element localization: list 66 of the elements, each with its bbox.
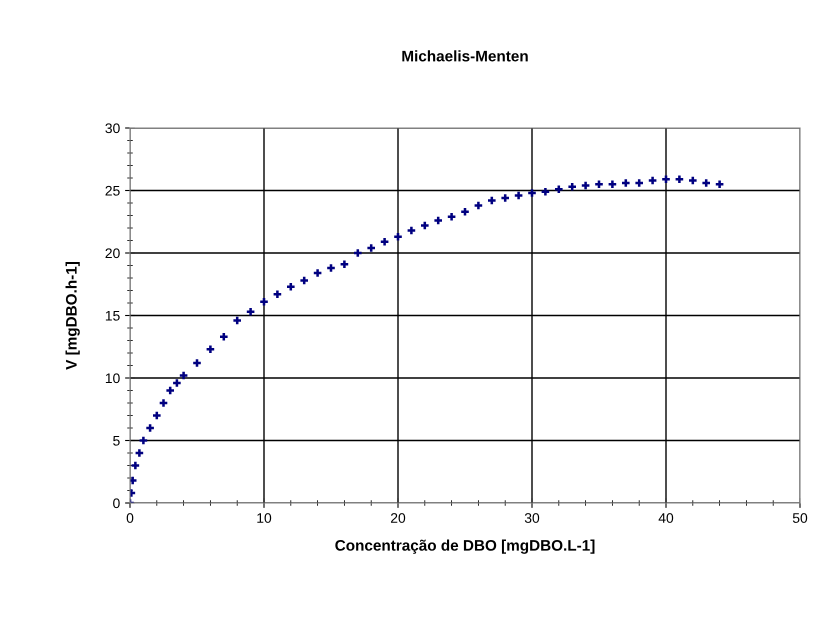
point: [246, 308, 254, 316]
point: [408, 226, 416, 234]
y-tick-label: 30: [105, 123, 120, 134]
chart-title: Michaelis-Menten: [402, 50, 528, 62]
point: [260, 298, 268, 306]
x-tick-label: 50: [792, 513, 808, 523]
point: [367, 244, 376, 252]
x-tick-label: 10: [257, 513, 272, 523]
point: [716, 180, 724, 188]
x-axis-title: Concentração de DBO [mgDBO.L-1]: [335, 540, 594, 554]
y-tick-label: 20: [106, 248, 120, 258]
y-tick-label: 25: [106, 186, 120, 196]
y-tick-label: 15: [106, 310, 120, 321]
point: [130, 476, 136, 484]
point: [420, 222, 429, 230]
x-tick-label: 0: [126, 513, 134, 523]
point: [434, 216, 442, 224]
point: [514, 192, 522, 200]
point: [622, 179, 630, 187]
point: [193, 359, 201, 367]
point: [688, 176, 697, 184]
point: [173, 379, 181, 387]
point: [474, 202, 482, 210]
point: [152, 412, 161, 420]
point: [233, 316, 242, 324]
point: [448, 212, 456, 221]
point: [340, 260, 348, 268]
point: [136, 449, 144, 457]
point: [635, 179, 644, 187]
point: [160, 399, 168, 407]
point: [354, 249, 362, 257]
y-tick-label: 10: [106, 373, 120, 384]
point: [542, 188, 550, 196]
point: [702, 179, 710, 187]
point: [461, 208, 469, 216]
point: [180, 372, 188, 380]
point: [132, 462, 140, 470]
point: [568, 182, 576, 191]
point: [662, 175, 670, 184]
point: [220, 332, 228, 341]
point: [528, 189, 536, 197]
point: [300, 276, 308, 284]
x-tick-label: 30: [524, 513, 540, 523]
point: [595, 180, 603, 188]
point: [206, 345, 214, 354]
point: [140, 436, 148, 444]
point: [554, 185, 563, 194]
point: [501, 194, 510, 202]
point: [394, 232, 402, 241]
point: [676, 175, 684, 184]
y-tick-label: 0: [113, 498, 120, 508]
point: [608, 180, 616, 188]
x-tick-label: 40: [658, 513, 674, 523]
point: [146, 424, 154, 432]
point: [380, 238, 388, 246]
point: [286, 282, 295, 291]
point: [274, 290, 282, 298]
x-tick-label: 20: [390, 513, 406, 523]
y-axis-title: V [mgDBO.h-1]: [66, 262, 80, 370]
point: [648, 176, 656, 184]
point: [314, 269, 322, 277]
y-tick-label: 5: [113, 436, 120, 446]
point: [488, 196, 496, 204]
point: [166, 386, 174, 394]
point: [582, 182, 590, 190]
point: [327, 264, 335, 272]
